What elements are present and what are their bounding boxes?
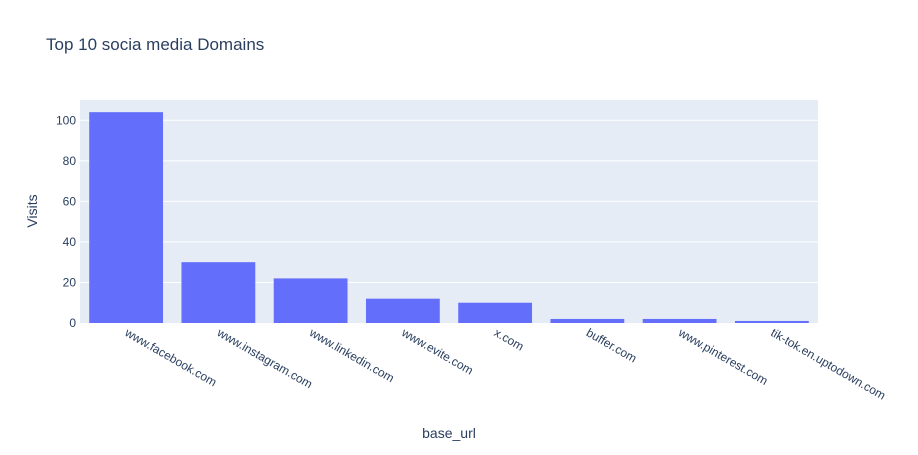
chart-title: Top 10 socia media Domains <box>46 35 264 54</box>
x-tick-label: tik-tok.en.uptodown.com <box>768 325 888 402</box>
bar[interactable] <box>642 318 717 323</box>
x-tick-label: www.pinterest.com <box>675 325 770 388</box>
x-tick-label: www.linkedin.com <box>306 325 396 385</box>
bar[interactable] <box>550 318 625 323</box>
y-tick-label: 20 <box>63 275 77 289</box>
bar[interactable] <box>734 320 809 323</box>
x-tick-label: buffer.com <box>584 325 639 365</box>
y-axis-title: Visits <box>24 194 40 227</box>
bar[interactable] <box>181 262 256 323</box>
x-tick-label: x.com <box>492 325 527 353</box>
x-axis-ticks: www.facebook.comwww.instagram.comwww.lin… <box>122 325 888 403</box>
x-axis-title: base_url <box>422 425 476 441</box>
y-tick-label: 0 <box>69 316 76 330</box>
bar[interactable] <box>273 278 348 323</box>
y-tick-label: 80 <box>63 154 77 168</box>
x-tick-label: www.evite.com <box>399 325 476 378</box>
bar[interactable] <box>89 112 164 323</box>
bars <box>89 112 809 323</box>
y-tick-label: 100 <box>56 113 76 127</box>
bar[interactable] <box>365 298 440 323</box>
y-axis-ticks: 0 20 40 60 80 100 <box>56 113 76 330</box>
y-tick-label: 40 <box>63 235 77 249</box>
bar[interactable] <box>458 302 533 323</box>
y-tick-label: 60 <box>63 194 77 208</box>
x-tick-label: www.instagram.com <box>214 325 315 391</box>
x-tick-label: www.facebook.com <box>122 325 219 389</box>
